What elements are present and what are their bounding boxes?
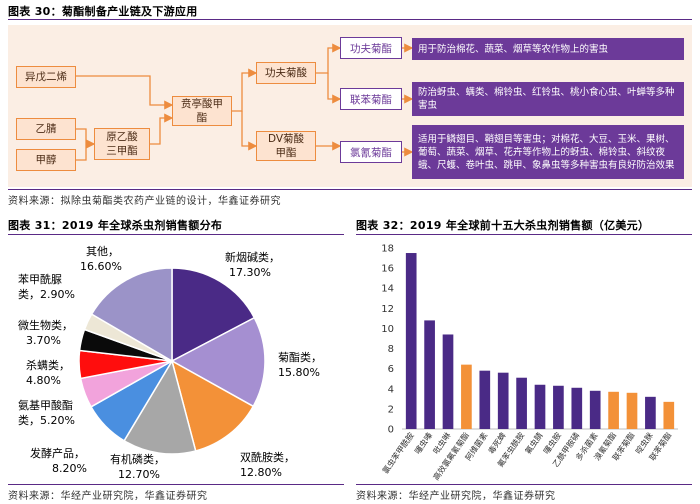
- pie-label-acaricides: 杀螨类， 4.80%: [26, 359, 70, 387]
- pie-label-pyrethroids: 菊酯类， 15.80%: [278, 351, 322, 379]
- pie-slice-2: [170, 359, 255, 452]
- pie-label-diamides: 双酰胺类， 12.80%: [240, 451, 295, 479]
- pie-label-microbials: 微生物类， 3.70%: [18, 319, 73, 347]
- bar-9: [571, 387, 583, 429]
- fig30-connectors: [76, 43, 414, 161]
- y-tick-label: 10: [381, 324, 394, 335]
- bar-13: [645, 396, 656, 429]
- fig32-title: 图表 32：2019 年全球前十五大杀虫剂销售额（亿美元）: [356, 219, 650, 232]
- pie-label-organophosphates: 有机磷类， 12.70%: [110, 453, 165, 481]
- bar-4: [479, 370, 491, 429]
- bar-3: [461, 364, 472, 429]
- fig30-source: 资料来源：拟除虫菊酯类农药产业链的设计，华鑫证券研究: [8, 196, 281, 207]
- node-isoprene: 异戊二烯: [16, 66, 76, 88]
- fig32-bar-chart: 024681012141618氯虫苯甲酰胺噻虫嗪吡虫啉高效氯氟氰菊酯阿维菌素毒死…: [380, 244, 678, 482]
- fig30-bottom-rule: [8, 189, 692, 190]
- bar-10: [589, 390, 601, 429]
- node-dv-acid-ester: DV菊酸甲酯: [256, 131, 316, 161]
- node-cypermethrin: 氯氰菊酯: [340, 141, 402, 163]
- pie-label-benzoylureas: 苯甲酰脲 类，2.90%: [18, 273, 75, 301]
- fig31-source: 资料来源：华经产业研究院，华鑫证券研究: [8, 491, 208, 502]
- y-tick-label: 18: [381, 244, 394, 255]
- bar-12: [626, 392, 638, 429]
- bar-5: [497, 372, 509, 429]
- fig32-source: 资料来源：华经产业研究院，华鑫证券研究: [356, 491, 556, 502]
- node-methanol: 甲醇: [16, 149, 76, 171]
- desc-bifenthrin: 防治蚜虫、螨类、棉铃虫、红铃虫、桃小食心虫、叶蝉等多种害虫: [412, 82, 684, 116]
- fig30-title: 图表 30：菊酯制备产业链及下游应用: [8, 5, 198, 18]
- desc-lambda-cyhalothrin: 用于防治棉花、蔬菜、烟草等农作物上的害虫: [412, 38, 684, 60]
- y-tick-label: 12: [381, 304, 394, 315]
- y-tick-label: 6: [388, 364, 394, 375]
- node-bifenthrin: 联苯菊酯: [340, 88, 402, 110]
- y-tick-label: 16: [381, 264, 394, 275]
- node-kungfu-acid: 功夫菊酸: [256, 62, 316, 84]
- y-tick-label: 0: [388, 425, 394, 436]
- bar-0: [405, 253, 417, 429]
- bar-6: [516, 377, 527, 429]
- fig31-pie-chart: [78, 267, 266, 455]
- pie-label-others: 其他， 16.60%: [80, 245, 122, 273]
- fig31-title-rule: [8, 234, 344, 235]
- node-acetonitrile: 乙腈: [16, 118, 76, 140]
- desc-cypermethrin: 适用于鳞翅目、鞘翅目等害虫；对棉花、大豆、玉米、果树、葡萄、蔬菜、烟草、花卉等作…: [412, 125, 684, 179]
- pie-slice-9: [90, 267, 173, 363]
- node-lambda-cyhalothrin: 功夫菊酯: [340, 37, 402, 59]
- fig31-title: 图表 31：2019 年全球杀虫剂销售额分布: [8, 219, 223, 232]
- pie-slice-3: [123, 359, 197, 455]
- y-tick-label: 2: [388, 404, 394, 415]
- bar-11: [608, 391, 619, 429]
- bar-8: [553, 385, 564, 429]
- pie-slice-0: [171, 267, 256, 363]
- pie-slice-1: [170, 316, 266, 408]
- x-tick-label: 氟虫腈: [523, 430, 545, 455]
- y-tick-label: 14: [381, 284, 394, 295]
- node-methyl-chrysanthemate: 贲亭酸甲酯: [172, 96, 232, 126]
- y-tick-label: 8: [388, 344, 394, 355]
- fig32-bottom-rule: [356, 484, 692, 485]
- bar-1: [424, 320, 435, 429]
- bar-14: [663, 401, 675, 429]
- bar-7: [534, 384, 546, 429]
- pie-label-carbamates: 氨基甲酸酯 类，5.20%: [18, 399, 75, 427]
- fig30-title-rule: [8, 19, 692, 20]
- pie-label-fermentation: 发酵产品， 8.20%: [30, 447, 87, 475]
- node-trimethyl-orthoacetate: 原乙酸三甲酯: [94, 128, 150, 160]
- y-tick-label: 4: [388, 384, 394, 395]
- x-tick-label: 氯虫苯甲酰胺: [380, 430, 416, 475]
- bar-2: [442, 334, 454, 429]
- fig31-bottom-rule: [8, 484, 344, 485]
- fig32-title-rule: [356, 234, 692, 235]
- x-tick-label: 噻虫嗪: [412, 430, 434, 455]
- pie-label-neonicotinoids: 新烟碱类， 17.30%: [225, 251, 280, 279]
